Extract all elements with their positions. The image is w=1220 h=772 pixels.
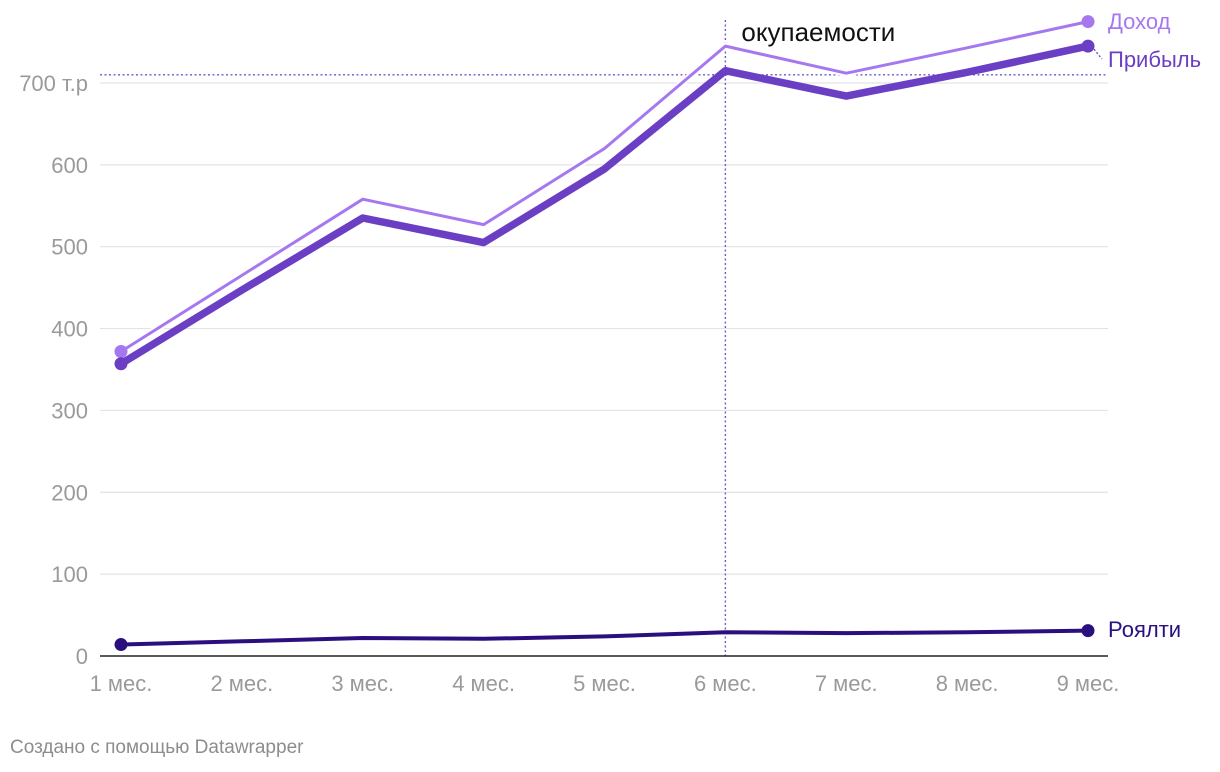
label-connector (1093, 48, 1103, 60)
x-tick-label: 4 мес. (452, 671, 515, 696)
series-point (114, 344, 128, 358)
datawrapper-credit: Создано с помощью Datawrapper (10, 737, 304, 758)
x-tick-label: 3 мес. (331, 671, 394, 696)
payback-annotation: окупаемости (741, 17, 895, 47)
x-tick-label: 5 мес. (573, 671, 636, 696)
x-tick-label: 8 мес. (936, 671, 999, 696)
series-line (119, 628, 1090, 647)
series-label: Доход (1108, 9, 1171, 34)
series-halo (117, 18, 1092, 355)
y-tick-label: 0 (76, 644, 88, 669)
y-tick-label: 500 (51, 235, 88, 260)
x-tick-label: 6 мес. (694, 671, 757, 696)
series-label: Прибыль (1108, 47, 1201, 72)
series-point (1081, 15, 1095, 29)
series-labels: Доход Прибыль Роялти (1093, 9, 1201, 642)
series-lines (117, 18, 1092, 647)
x-tick-label: 9 мес. (1057, 671, 1120, 696)
gridlines (100, 82, 1108, 575)
series-markers (114, 15, 1095, 652)
series-point (1081, 624, 1095, 638)
series-label: Роялти (1108, 617, 1181, 642)
y-tick-label: 600 (51, 153, 88, 178)
axes: 0 100 200 300 400 500 600 700 т.р 1 мес. 2 мес. 3 … (19, 71, 1119, 696)
series-point (1081, 39, 1095, 53)
y-tick-label: 100 (51, 562, 88, 587)
x-tick-label: 2 мес. (210, 671, 273, 696)
y-tick-label: 200 (51, 480, 88, 505)
series-line (119, 20, 1090, 353)
x-tick-label: 7 мес. (815, 671, 878, 696)
series-point (114, 638, 128, 652)
series-point (114, 357, 128, 371)
y-tick-label: 700 т.р (19, 71, 88, 96)
reference-lines: окупаемости (100, 17, 1108, 656)
y-tick-label: 400 (51, 317, 88, 342)
series-line (117, 42, 1092, 368)
y-tick-label: 300 (51, 398, 88, 423)
x-tick-label: 1 мес. (90, 671, 153, 696)
